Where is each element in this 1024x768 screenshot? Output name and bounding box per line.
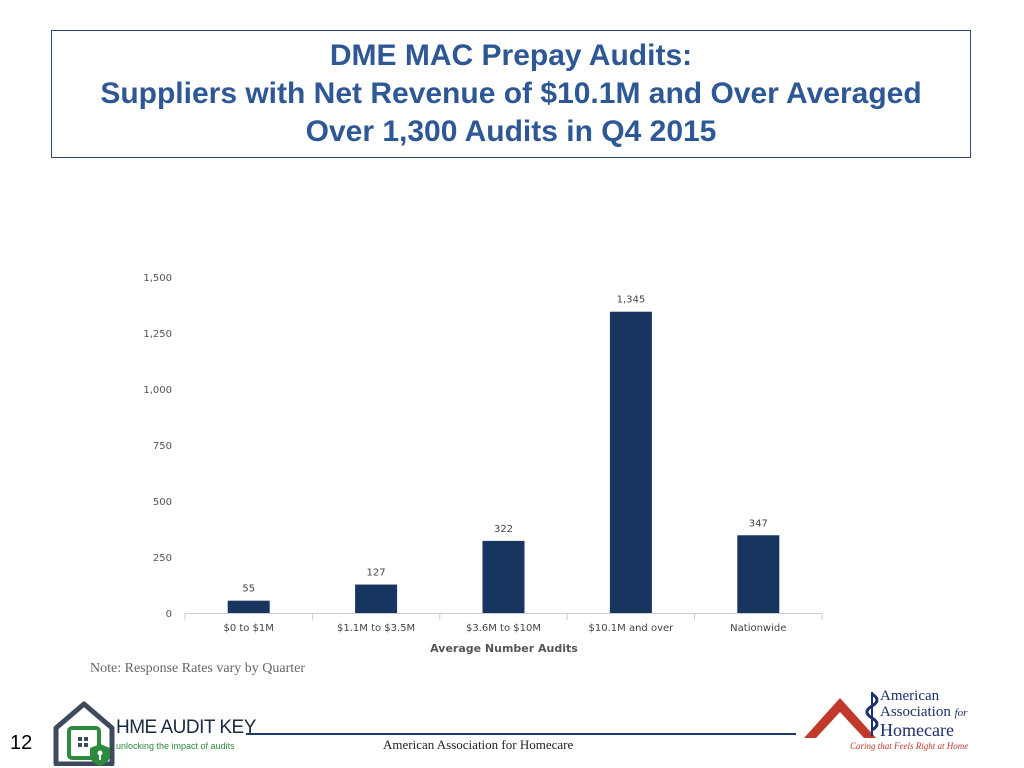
y-tick-label: 250 bbox=[153, 553, 172, 564]
bar-value-label: 127 bbox=[367, 568, 386, 579]
aahc-name-line-3: Homecare bbox=[880, 720, 954, 740]
y-tick-label: 750 bbox=[153, 441, 172, 452]
bar bbox=[737, 535, 780, 613]
slide-title-box: DME MAC Prepay Audits: Suppliers with Ne… bbox=[51, 30, 971, 158]
hme-audit-key-name: HME AUDIT KEY bbox=[116, 717, 256, 738]
slide-title-line-2: Suppliers with Net Revenue of $10.1M and… bbox=[100, 77, 922, 110]
house-lock-icon bbox=[53, 701, 115, 766]
x-tick-label: $3.6M to $10M bbox=[466, 623, 541, 634]
x-tick-label: Nationwide bbox=[730, 623, 786, 634]
hme-audit-key-tagline: unlocking the impact of audits bbox=[116, 741, 235, 751]
aahc-tagline: Caring that Feels Right at Home bbox=[850, 741, 969, 751]
footer-rule bbox=[246, 733, 796, 735]
x-tick-label: $1.1M to $3.5M bbox=[337, 623, 415, 634]
house-caduceus-icon bbox=[804, 692, 879, 738]
aahc-name-line-1: American bbox=[880, 688, 940, 704]
bar-value-label: 1,345 bbox=[617, 295, 646, 306]
response-rate-note: Note: Response Rates vary by Quarter bbox=[90, 661, 305, 676]
x-tick-label: $10.1M and over bbox=[589, 623, 675, 634]
page-number: 12 bbox=[10, 732, 33, 754]
footer-org-text: American Association for Homecare bbox=[383, 737, 574, 752]
bar-value-label: 347 bbox=[749, 518, 768, 529]
bar-value-label: 55 bbox=[242, 584, 255, 595]
slide-title-line-3: Over 1,300 Audits in Q4 2015 bbox=[305, 115, 717, 148]
hme-audit-key-logo: HME AUDIT KEY unlocking the impact of au… bbox=[52, 700, 256, 766]
bar bbox=[227, 600, 270, 613]
aahc-name-line-2: Association for bbox=[880, 704, 968, 720]
slide-title-line-1: DME MAC Prepay Audits: bbox=[329, 39, 693, 72]
x-tick-label: $0 to $1M bbox=[223, 623, 273, 634]
bar-value-label: 322 bbox=[494, 524, 513, 535]
y-tick-label: 1,250 bbox=[143, 329, 172, 340]
aahc-name-for: for bbox=[954, 707, 968, 719]
aahc-logo: American Association for Homecare Caring… bbox=[800, 688, 990, 758]
y-tick-label: 0 bbox=[166, 609, 172, 620]
y-tick-label: 1,500 bbox=[143, 273, 172, 284]
x-axis-title: Average Number Audits bbox=[430, 642, 578, 655]
bar bbox=[355, 584, 398, 613]
bar bbox=[609, 311, 652, 613]
y-tick-label: 1,000 bbox=[143, 385, 172, 396]
bar bbox=[482, 540, 525, 613]
y-tick-label: 500 bbox=[153, 497, 172, 508]
bar-chart: 0 250 500 750 1,000 1,250 1,500 55 127 322 1,345 3… bbox=[143, 273, 823, 655]
